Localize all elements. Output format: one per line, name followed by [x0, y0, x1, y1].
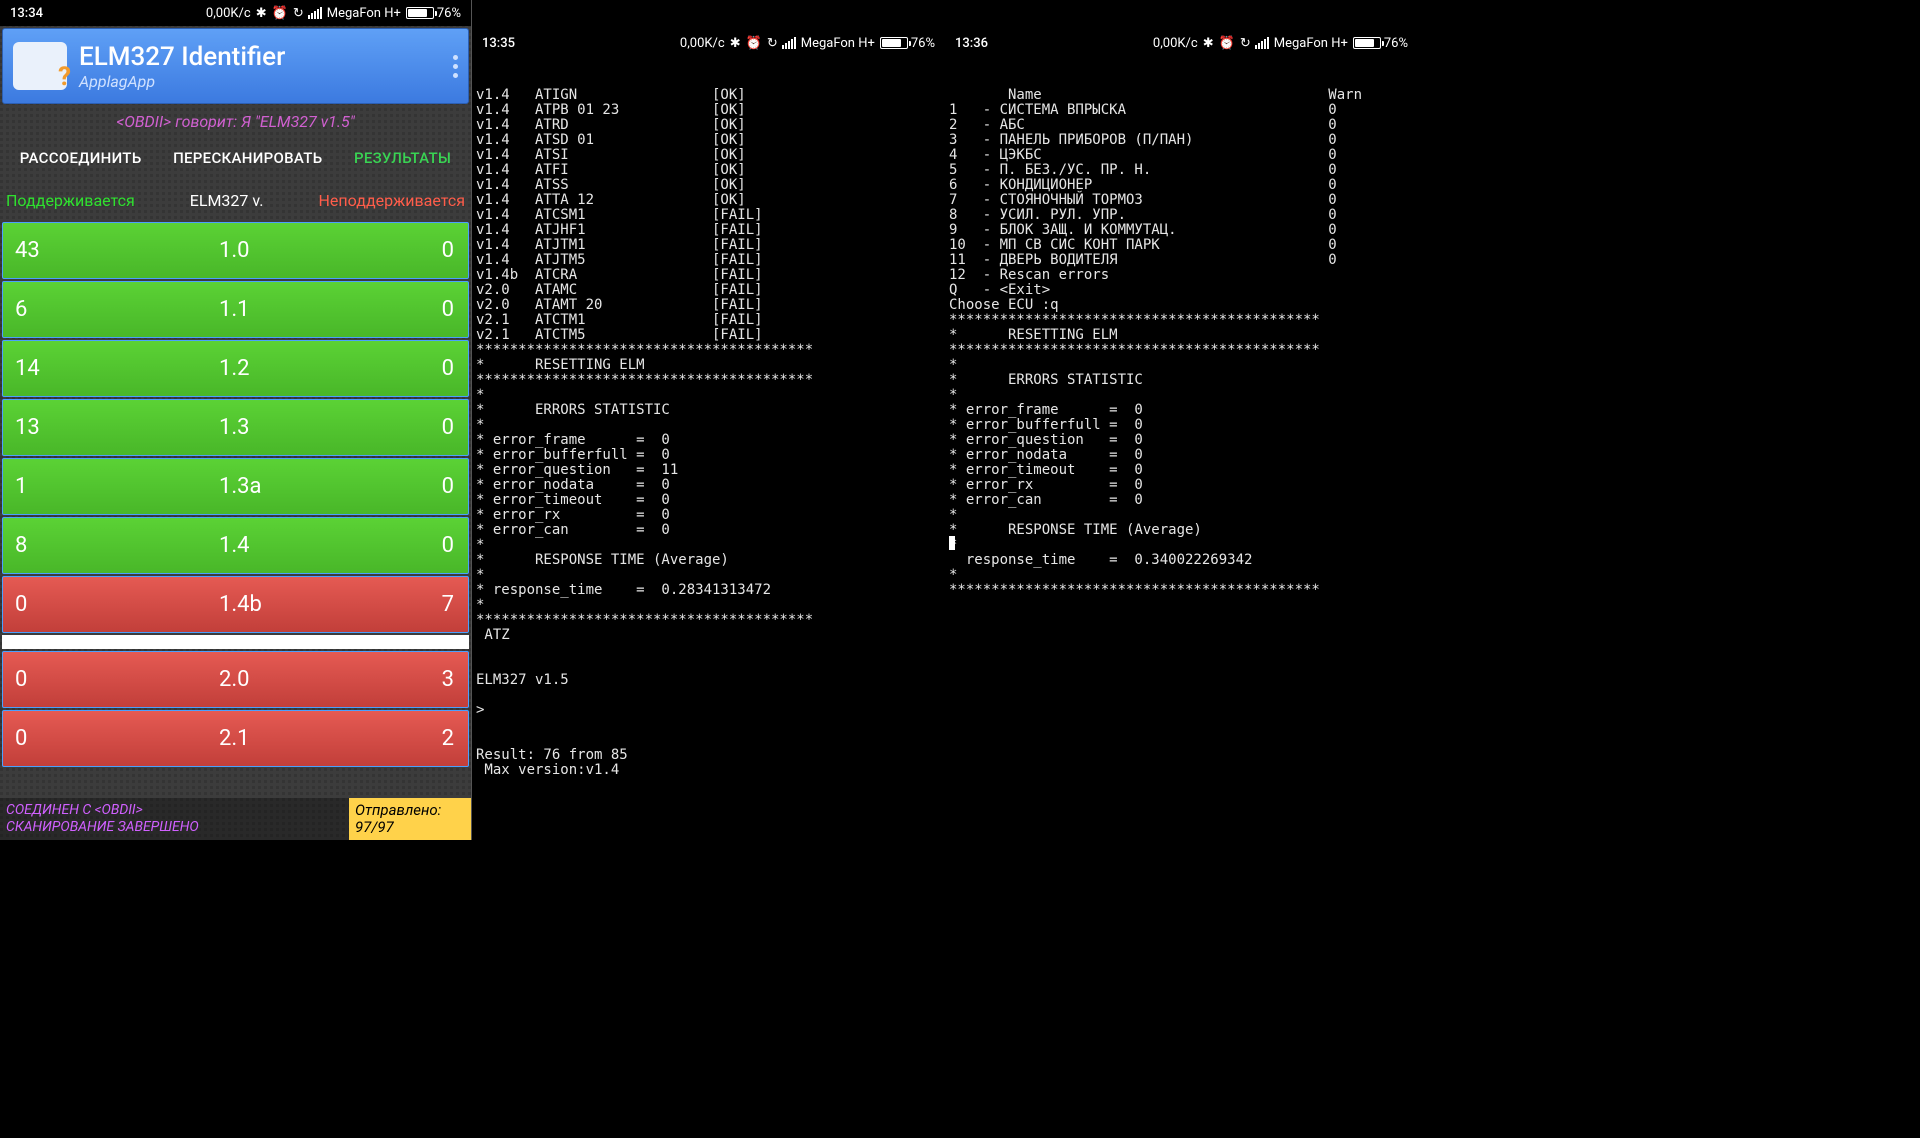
unsupported-count: 0 — [442, 533, 454, 558]
status-bar-2: 13:35 0,00K/с ✱ ⏰ ↻ MegaFon H+ 76% — [472, 30, 945, 56]
version-label: 2.1 — [219, 726, 250, 751]
app-bar: ELM327 Identifier ApplagApp — [2, 28, 469, 104]
action-buttons: РАССОЕДИНИТЬ ПЕРЕСКАНИРОВАТЬ РЕЗУЛЬТАТЫ — [0, 133, 471, 185]
version-label: 1.3a — [219, 474, 262, 499]
version-label: 1.4 — [219, 533, 250, 558]
version-label: 1.1 — [219, 297, 250, 322]
alarm-icon: ⏰ — [1219, 36, 1235, 51]
supported-count: 0 — [15, 726, 27, 751]
status-carrier: MegaFon H+ — [801, 36, 875, 51]
device-says-line: <OBDII> говорит: Я "ELM327 v1.5" — [0, 106, 471, 133]
supported-count: 13 — [15, 415, 40, 440]
status-time: 13:34 — [10, 6, 43, 21]
version-row[interactable]: 1 1.3a 0 — [2, 458, 469, 515]
sync-icon: ↻ — [767, 36, 778, 51]
version-label: 2.0 — [219, 667, 250, 692]
terminal-output-1[interactable]: v1.4 ATIGN [OK] v1.4 ATPB 01 23 [OK] v1.… — [472, 86, 945, 840]
version-label: 1.3 — [219, 415, 250, 440]
supported-count: 6 — [15, 297, 27, 322]
alarm-icon: ⏰ — [272, 6, 288, 21]
unsupported-count: 0 — [442, 474, 454, 499]
version-header: ELM327 v. — [190, 191, 264, 210]
app-title: ELM327 Identifier — [79, 42, 285, 72]
status-carrier: MegaFon H+ — [1274, 36, 1348, 51]
version-row[interactable]: 141.20 — [2, 340, 469, 397]
unsupported-header: Неподдерживается — [319, 191, 465, 210]
bluetooth-icon: ✱ — [1203, 36, 1214, 51]
signal-icon — [1254, 37, 1269, 49]
supported-count: 43 — [15, 238, 40, 263]
battery-icon — [1353, 37, 1381, 49]
bluetooth-icon: ✱ — [256, 6, 267, 21]
supported-count: 14 — [15, 356, 40, 381]
status-speed: 0,00K/с — [206, 6, 251, 21]
rescan-button[interactable]: ПЕРЕСКАНИРОВАТЬ — [173, 149, 322, 167]
app-subtitle: ApplagApp — [79, 72, 285, 91]
status-battery: 76% — [437, 6, 461, 21]
footer-line2: СКАНИРОВАНИЕ ЗАВЕРШЕНО — [6, 819, 343, 836]
version-label: 1.2 — [219, 356, 250, 381]
supported-count: 0 — [15, 667, 27, 692]
sent-label: Отправлено: — [355, 802, 465, 819]
status-battery: 76% — [911, 36, 935, 51]
version-row[interactable]: 02.03 — [2, 651, 469, 708]
signal-icon — [307, 7, 322, 19]
version-label: 1.0 — [219, 238, 250, 263]
version-label: 1.4b — [219, 592, 262, 617]
status-bar-3: 13:36 0,00K/с ✱ ⏰ ↻ MegaFon H+ 76% — [945, 30, 1418, 56]
disconnect-button[interactable]: РАССОЕДИНИТЬ — [20, 149, 142, 167]
unsupported-count: 0 — [442, 356, 454, 381]
supported-count: 8 — [15, 533, 27, 558]
unsupported-count: 3 — [442, 667, 454, 692]
cursor-icon — [949, 536, 955, 550]
version-row[interactable]: 0 1.4b 7 — [2, 576, 469, 633]
version-row[interactable]: 81.40 — [2, 517, 469, 574]
pane-app: 13:34 0,00K/с ✱ ⏰ ↻ MegaFon H+ 76% ELM32… — [0, 0, 472, 840]
status-carrier: MegaFon H+ — [327, 6, 401, 21]
unsupported-count: 2 — [442, 726, 454, 751]
bluetooth-icon: ✱ — [730, 36, 741, 51]
screenshot-stage: 13:34 0,00K/с ✱ ⏰ ↻ MegaFon H+ 76% ELM32… — [0, 0, 1418, 840]
version-row[interactable]: 131.30 — [2, 399, 469, 456]
column-headers: Поддерживается ELM327 v. Неподдерживаетс… — [0, 185, 471, 220]
battery-icon — [406, 7, 434, 19]
sent-value: 97/97 — [355, 819, 465, 836]
version-row[interactable]: 61.10 — [2, 281, 469, 338]
footer-line1: СОЕДИНЕН С <OBDII> — [6, 802, 343, 819]
alarm-icon: ⏰ — [746, 36, 762, 51]
overflow-menu-button[interactable] — [453, 51, 458, 82]
status-speed: 0,00K/с — [1153, 36, 1198, 51]
pane-terminal-2: 13:36 0,00K/с ✱ ⏰ ↻ MegaFon H+ 76% Name … — [945, 0, 1418, 840]
status-bar-1: 13:34 0,00K/с ✱ ⏰ ↻ MegaFon H+ 76% — [0, 0, 471, 26]
status-footer: СОЕДИНЕН С <OBDII> СКАНИРОВАНИЕ ЗАВЕРШЕН… — [0, 798, 471, 840]
app-icon — [13, 42, 67, 90]
supported-header: Поддерживается — [6, 191, 135, 210]
battery-icon — [880, 37, 908, 49]
unsupported-count: 0 — [442, 238, 454, 263]
version-rows: 431.0061.10141.20131.3011.3a081.4001.4b7… — [0, 222, 471, 767]
unsupported-count: 0 — [442, 415, 454, 440]
pane-terminal-1: 13:35 0,00K/с ✱ ⏰ ↻ MegaFon H+ 76% v1.4 … — [472, 0, 945, 840]
version-row[interactable]: 02.12 — [2, 710, 469, 767]
version-row[interactable]: 431.00 — [2, 222, 469, 279]
status-time: 13:35 — [482, 36, 515, 51]
unsupported-count: 7 — [442, 592, 454, 617]
supported-count: 1 — [15, 474, 27, 499]
unsupported-count: 0 — [442, 297, 454, 322]
row-separator — [2, 635, 469, 649]
status-speed: 0,00K/с — [680, 36, 725, 51]
sync-icon: ↻ — [293, 6, 304, 21]
terminal-output-2[interactable]: Name Warn 1 - СИСТЕМА ВПРЫСКА 0 2 - АБС … — [945, 86, 1418, 840]
sync-icon: ↻ — [1240, 36, 1251, 51]
supported-count: 0 — [15, 592, 27, 617]
status-time: 13:36 — [955, 36, 988, 51]
status-battery: 76% — [1384, 36, 1408, 51]
results-button[interactable]: РЕЗУЛЬТАТЫ — [354, 149, 451, 167]
signal-icon — [781, 37, 796, 49]
